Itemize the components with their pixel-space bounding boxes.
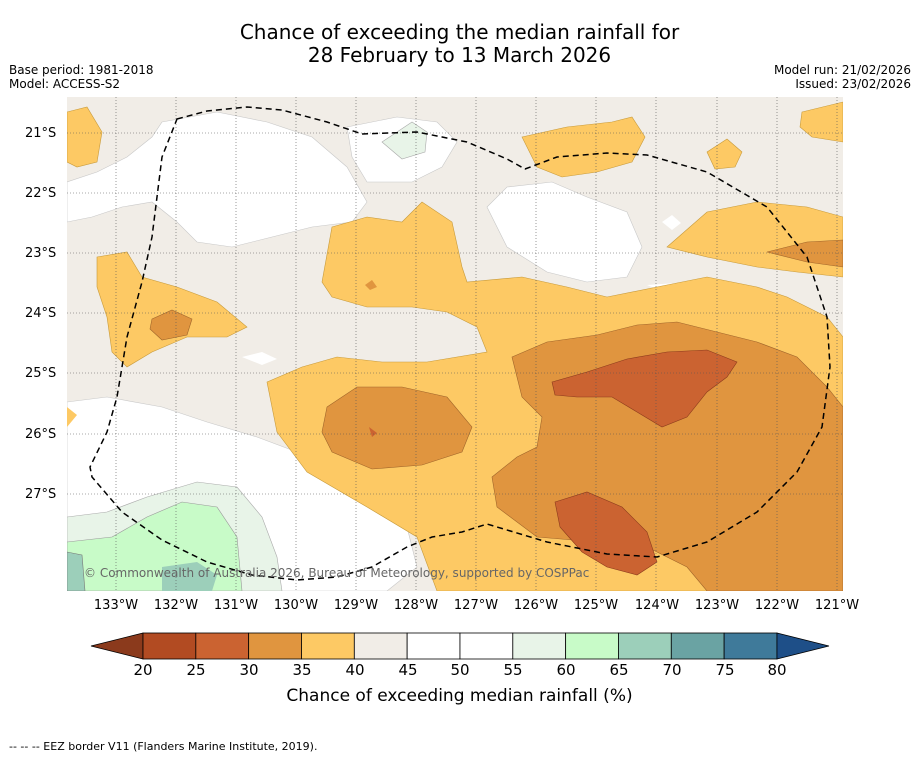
- lon-label: 133°W: [93, 598, 139, 613]
- colorbar-tick: 35: [292, 661, 312, 679]
- copyright-notice: © Commonwealth of Australia 2026, Bureau…: [84, 566, 590, 580]
- base-period: Base period: 1981-2018: [9, 63, 154, 77]
- colorbar-segment: [142, 632, 197, 660]
- lon-label: 128°W: [393, 598, 439, 613]
- colorbar-tick: 70: [662, 661, 682, 679]
- lon-label: 125°W: [573, 598, 619, 613]
- orange-region-west-edge: [67, 407, 77, 427]
- redorange-region-east: [551, 349, 738, 428]
- colorbar-tick: 20: [133, 661, 153, 679]
- lightgreen-region-north: [381, 121, 428, 160]
- model-name: Model: ACCESS-S2: [9, 77, 121, 91]
- orange-region-north: [521, 116, 646, 178]
- colorbar-tick: 60: [556, 661, 576, 679]
- rainfall-map: [67, 97, 843, 591]
- orange-region-nw-corner: [67, 106, 103, 168]
- colorbar-tick: 30: [239, 661, 259, 679]
- lat-label: 21°S: [25, 126, 57, 141]
- colorbar-segment: [353, 632, 408, 660]
- issued-date: Issued: 23/02/2026: [795, 77, 911, 91]
- lat-label: 26°S: [25, 427, 57, 442]
- colorbar-segment: [195, 632, 250, 660]
- lon-label: 127°W: [453, 598, 499, 613]
- darkorange-region-dot: [365, 280, 377, 290]
- lon-label: 126°W: [513, 598, 559, 613]
- darkorange-region-ne: [766, 239, 843, 268]
- colorbar: [90, 632, 830, 660]
- colorbar-segment: [512, 632, 567, 660]
- lat-label: 22°S: [25, 186, 57, 201]
- map-svg: [67, 97, 843, 591]
- colorbar-tick: 40: [345, 661, 365, 679]
- lon-label: 131°W: [213, 598, 259, 613]
- lon-label: 123°W: [694, 598, 740, 613]
- orange-region-ne-small: [706, 138, 743, 170]
- colorbar-segment: [565, 632, 619, 660]
- lat-label: 23°S: [25, 246, 57, 261]
- colorbar-segment: [248, 632, 302, 660]
- colorbar-segment: [459, 632, 514, 660]
- white-region-small: [242, 352, 277, 365]
- eez-border: [89, 106, 831, 581]
- eez-legend-note: -- -- -- EEZ border V11 (Flanders Marine…: [9, 740, 318, 753]
- lat-label: 25°S: [25, 366, 57, 381]
- colorbar-tick: 75: [715, 661, 735, 679]
- lon-label: 124°W: [634, 598, 680, 613]
- colorbar-segment: [723, 632, 778, 660]
- lon-label: 129°W: [333, 598, 379, 613]
- colorbar-tick: 45: [398, 661, 418, 679]
- meta-left: Base period: 1981-2018 Model: ACCESS-S2: [9, 63, 154, 91]
- colorbar-tick: 55: [503, 661, 523, 679]
- redorange-region-dot: [369, 427, 377, 437]
- colorbar-tick: 50: [450, 661, 470, 679]
- meta-right: Model run: 21/02/2026 Issued: 23/02/2026: [774, 63, 911, 91]
- darkorange-region-central: [321, 386, 473, 470]
- colorbar-segment: [301, 632, 355, 660]
- map-title-line2: 28 February to 13 March 2026: [307, 43, 612, 67]
- colorbar-extend-low: [90, 632, 144, 660]
- lon-label: 130°W: [273, 598, 319, 613]
- colorbar-segment: [670, 632, 725, 660]
- lon-label: 121°W: [814, 598, 860, 613]
- lon-label: 132°W: [153, 598, 199, 613]
- teal-region-sw: [67, 551, 86, 591]
- white-region-nw: [67, 111, 368, 248]
- graticule: [67, 97, 843, 591]
- orange-region-west: [96, 251, 248, 368]
- lon-label: 122°W: [754, 598, 800, 613]
- colorbar-tick: 65: [609, 661, 629, 679]
- darkorange-region-west: [149, 309, 193, 341]
- white-region-ne: [486, 181, 643, 283]
- colorbar-segment: [618, 632, 672, 660]
- lat-label: 24°S: [25, 306, 57, 321]
- redorange-region-south: [554, 491, 658, 576]
- colorbar-extend-high: [776, 632, 830, 660]
- colorbar-tick: 25: [186, 661, 206, 679]
- colorbar-title: Chance of exceeding median rainfall (%): [286, 686, 633, 706]
- colorbar-tick: 80: [767, 661, 787, 679]
- model-run: Model run: 21/02/2026: [773, 63, 911, 77]
- lat-label: 27°S: [25, 487, 57, 502]
- orange-region-ne: [799, 101, 843, 143]
- colorbar-segment: [406, 632, 461, 660]
- map-title-line1: Chance of exceeding the median rainfall …: [239, 20, 680, 44]
- white-region-east: [662, 215, 681, 230]
